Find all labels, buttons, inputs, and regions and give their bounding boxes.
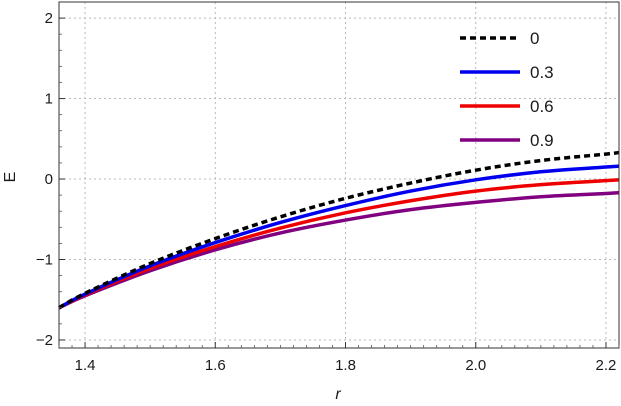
- legend-label: 0.6: [530, 97, 554, 116]
- plot-frame: [58, 1, 620, 349]
- x-axis-label: r: [335, 386, 341, 403]
- legend-label: 0: [530, 29, 539, 48]
- legend: 0 0.3 0.6 0.9: [460, 29, 554, 150]
- y-axis-label: E: [2, 172, 19, 183]
- x-tick-label: 1.8: [335, 357, 356, 374]
- y-tick-label: 1: [45, 91, 53, 108]
- y-tick-label: 0: [45, 171, 53, 188]
- legend-label: 0.3: [530, 63, 554, 82]
- x-tick-label: 2.2: [596, 357, 617, 374]
- series-line-0-6: [58, 178, 620, 310]
- series-line-0-9: [58, 190, 620, 310]
- grid: [59, 2, 619, 348]
- x-tick-label: 1.4: [75, 357, 96, 374]
- y-tick-label: 2: [45, 10, 53, 27]
- x-tick-label: 1.6: [205, 357, 226, 374]
- y-tick-label: −1: [36, 251, 53, 268]
- series-line-0-3: [58, 164, 620, 310]
- legend-label: 0.9: [530, 131, 554, 150]
- x-tick-label: 2.0: [465, 357, 486, 374]
- ticks: 1.4 1.6 1.8 2.0 2.2 −2 −1 0 1 2: [36, 10, 620, 374]
- series-group: [58, 150, 620, 310]
- series-line-0: [58, 150, 620, 310]
- y-tick-label: −2: [36, 332, 53, 349]
